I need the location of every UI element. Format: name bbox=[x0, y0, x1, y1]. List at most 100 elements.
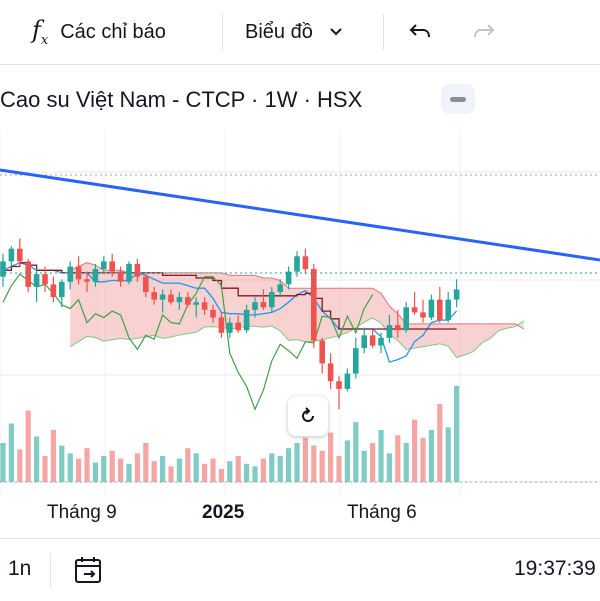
volume-bar bbox=[361, 450, 367, 482]
candle-body bbox=[0, 261, 6, 277]
candle-body bbox=[33, 274, 40, 287]
candle-body bbox=[395, 325, 401, 331]
volume-bar bbox=[437, 404, 443, 482]
price-chart[interactable] bbox=[0, 130, 600, 496]
volume-bar bbox=[8, 423, 14, 482]
volume-bar bbox=[328, 432, 334, 482]
candle-body bbox=[344, 373, 351, 389]
candle-body bbox=[369, 335, 376, 346]
candle-body bbox=[269, 292, 275, 308]
candle-body bbox=[109, 261, 115, 272]
x-axis-label-sep: Tháng 9 bbox=[47, 502, 117, 523]
cloud-segment bbox=[112, 270, 121, 340]
clock: 19:37:39 bbox=[514, 557, 596, 580]
candle-body bbox=[428, 299, 435, 318]
volume-bar bbox=[160, 456, 166, 482]
cloud-segment bbox=[439, 323, 449, 347]
reset-chart-button[interactable] bbox=[288, 396, 328, 436]
volume-bar bbox=[277, 456, 283, 482]
cloud-segment bbox=[95, 265, 104, 342]
candle-body bbox=[126, 263, 132, 282]
undo-button[interactable] bbox=[406, 14, 434, 50]
volume-bar bbox=[386, 453, 392, 482]
cloud-segment bbox=[171, 272, 180, 338]
candle-body bbox=[176, 297, 183, 303]
candle-body bbox=[294, 256, 300, 272]
cloud-segment bbox=[288, 288, 297, 341]
range-1y-button[interactable]: 1n bbox=[8, 557, 32, 580]
volume-bar bbox=[193, 453, 199, 482]
cloud-segment bbox=[423, 323, 432, 347]
candle-body bbox=[201, 302, 208, 310]
volume-bar bbox=[395, 435, 401, 482]
candle-body bbox=[403, 307, 409, 331]
chart-type-label: Biểu đồ bbox=[245, 20, 313, 43]
cloud-segment bbox=[263, 277, 272, 328]
candle-body bbox=[67, 266, 73, 282]
candle-body bbox=[101, 261, 107, 270]
volume-bars bbox=[0, 385, 460, 482]
cloud-segment bbox=[221, 272, 230, 330]
cloud-segment bbox=[255, 275, 264, 328]
refresh-icon bbox=[302, 407, 314, 422]
candle-body bbox=[84, 279, 90, 282]
candle-body bbox=[134, 263, 141, 277]
candle-body bbox=[378, 337, 384, 346]
candle-body bbox=[210, 309, 216, 318]
symbol-title[interactable]: Cao su Việt Nam - CTCP · 1W · HSX bbox=[0, 87, 363, 112]
volume-bar bbox=[168, 466, 174, 482]
volume-bar bbox=[59, 445, 65, 482]
volume-bar bbox=[34, 436, 40, 482]
go-to-date-button[interactable] bbox=[72, 553, 106, 593]
candle-body bbox=[185, 297, 191, 305]
cloud-segment bbox=[322, 288, 331, 340]
cloud-segment bbox=[162, 272, 171, 339]
cloud-segment bbox=[129, 272, 138, 340]
volume-bar bbox=[286, 448, 292, 482]
candle-body bbox=[386, 325, 393, 338]
x-axis-label-2025: 2025 bbox=[202, 502, 245, 523]
cloud-segment bbox=[456, 323, 465, 358]
volume-bar bbox=[370, 443, 376, 482]
trend-line bbox=[0, 168, 600, 262]
candle-body bbox=[285, 271, 292, 285]
cloud-segment bbox=[498, 323, 507, 331]
candle-body bbox=[327, 363, 334, 382]
candlesticks bbox=[0, 238, 460, 410]
candle-body bbox=[168, 294, 174, 303]
candle-body bbox=[353, 348, 359, 374]
cloud-segment bbox=[507, 323, 516, 329]
redo-button[interactable] bbox=[470, 14, 498, 50]
top-toolbar: fx Các chỉ báo Biểu đồ bbox=[0, 0, 600, 65]
volume-bar bbox=[235, 456, 241, 482]
volume-bar bbox=[302, 437, 308, 482]
candle-body bbox=[319, 340, 325, 364]
candle-body bbox=[25, 261, 31, 287]
candle-body bbox=[17, 248, 23, 262]
collapse-legend-button[interactable] bbox=[441, 84, 475, 114]
volume-bar bbox=[210, 458, 216, 482]
minus-icon bbox=[450, 96, 466, 102]
candle-body bbox=[361, 335, 367, 349]
chevron-down-icon bbox=[330, 28, 342, 36]
candle-body bbox=[336, 381, 342, 389]
volume-bar bbox=[403, 443, 409, 482]
candle-body bbox=[151, 292, 157, 300]
redo-icon bbox=[474, 24, 495, 38]
indicators-button[interactable]: fx Các chỉ báo bbox=[32, 14, 166, 50]
volume-bar bbox=[176, 458, 182, 482]
volume-bar bbox=[378, 430, 384, 482]
cloud-segment bbox=[490, 323, 499, 339]
candle-body bbox=[252, 302, 258, 310]
volume-bar bbox=[143, 443, 149, 482]
cloud-segment bbox=[297, 288, 306, 342]
volume-bar bbox=[428, 430, 434, 482]
cloud-segment bbox=[431, 323, 440, 346]
cloud-segment bbox=[448, 323, 457, 358]
candle-body bbox=[227, 322, 233, 333]
volume-bar bbox=[101, 456, 107, 482]
volume-bar bbox=[50, 430, 56, 482]
fx-icon: fx bbox=[32, 16, 49, 48]
cloud-segment bbox=[372, 288, 381, 323]
chart-type-button[interactable]: Biểu đồ bbox=[245, 14, 345, 50]
